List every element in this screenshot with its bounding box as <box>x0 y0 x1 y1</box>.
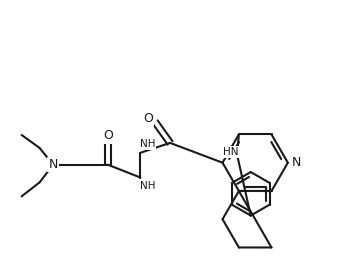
Text: O: O <box>143 112 153 125</box>
Text: NH: NH <box>139 182 155 191</box>
Text: O: O <box>103 129 113 143</box>
Text: N: N <box>48 158 58 171</box>
Text: N: N <box>292 156 301 169</box>
Text: NH: NH <box>139 139 155 149</box>
Text: HN: HN <box>223 147 239 157</box>
